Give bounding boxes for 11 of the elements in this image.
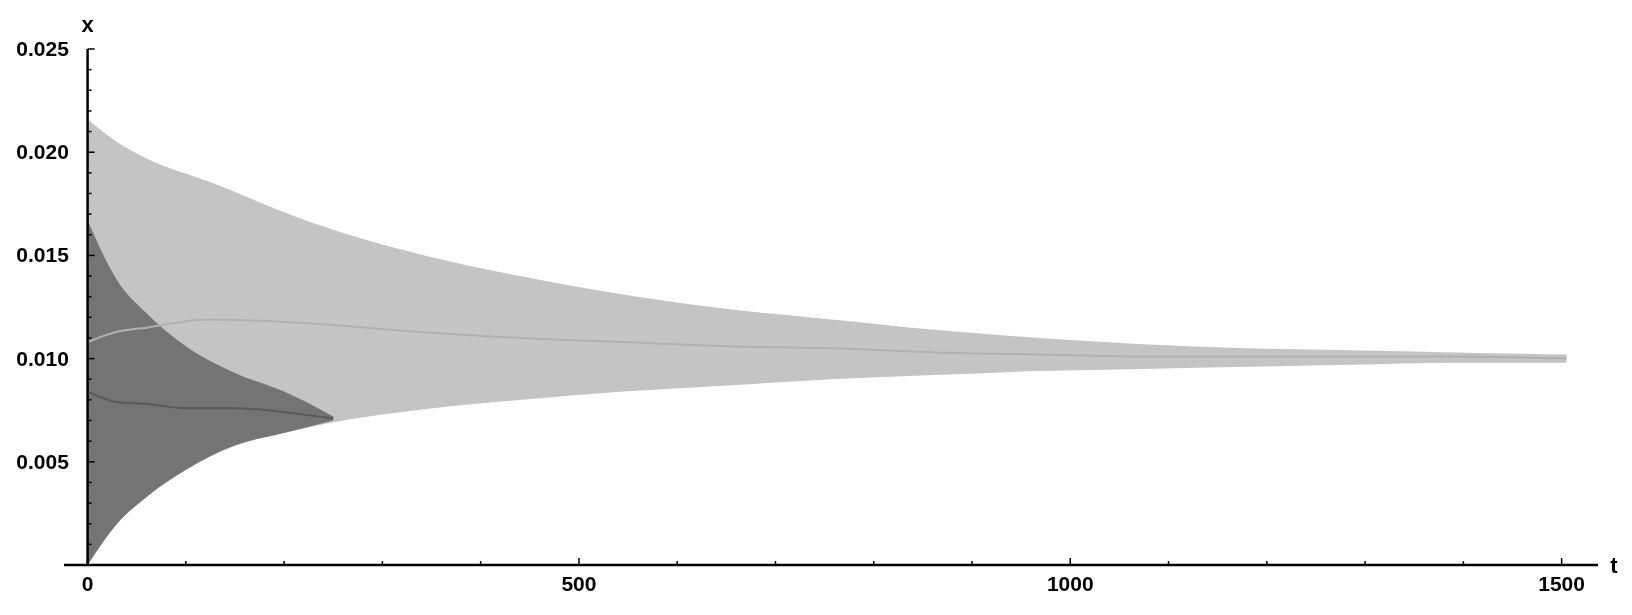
x-tick-label: 0 <box>81 572 94 595</box>
y-tick-label: 0.010 <box>16 346 69 370</box>
y-tick-label: 0.025 <box>16 37 70 60</box>
x-tick-label: 500 <box>561 572 597 595</box>
x-axis-title: t <box>1610 553 1619 578</box>
y-axis-title: x <box>81 12 95 37</box>
x-tick-label: 1000 <box>1046 572 1094 595</box>
x-tick-label: 1500 <box>1538 572 1585 595</box>
y-tick-label: 0.015 <box>16 243 70 267</box>
y-tick-label: 0.005 <box>16 449 70 473</box>
y-tick-label: 0.020 <box>16 140 69 164</box>
